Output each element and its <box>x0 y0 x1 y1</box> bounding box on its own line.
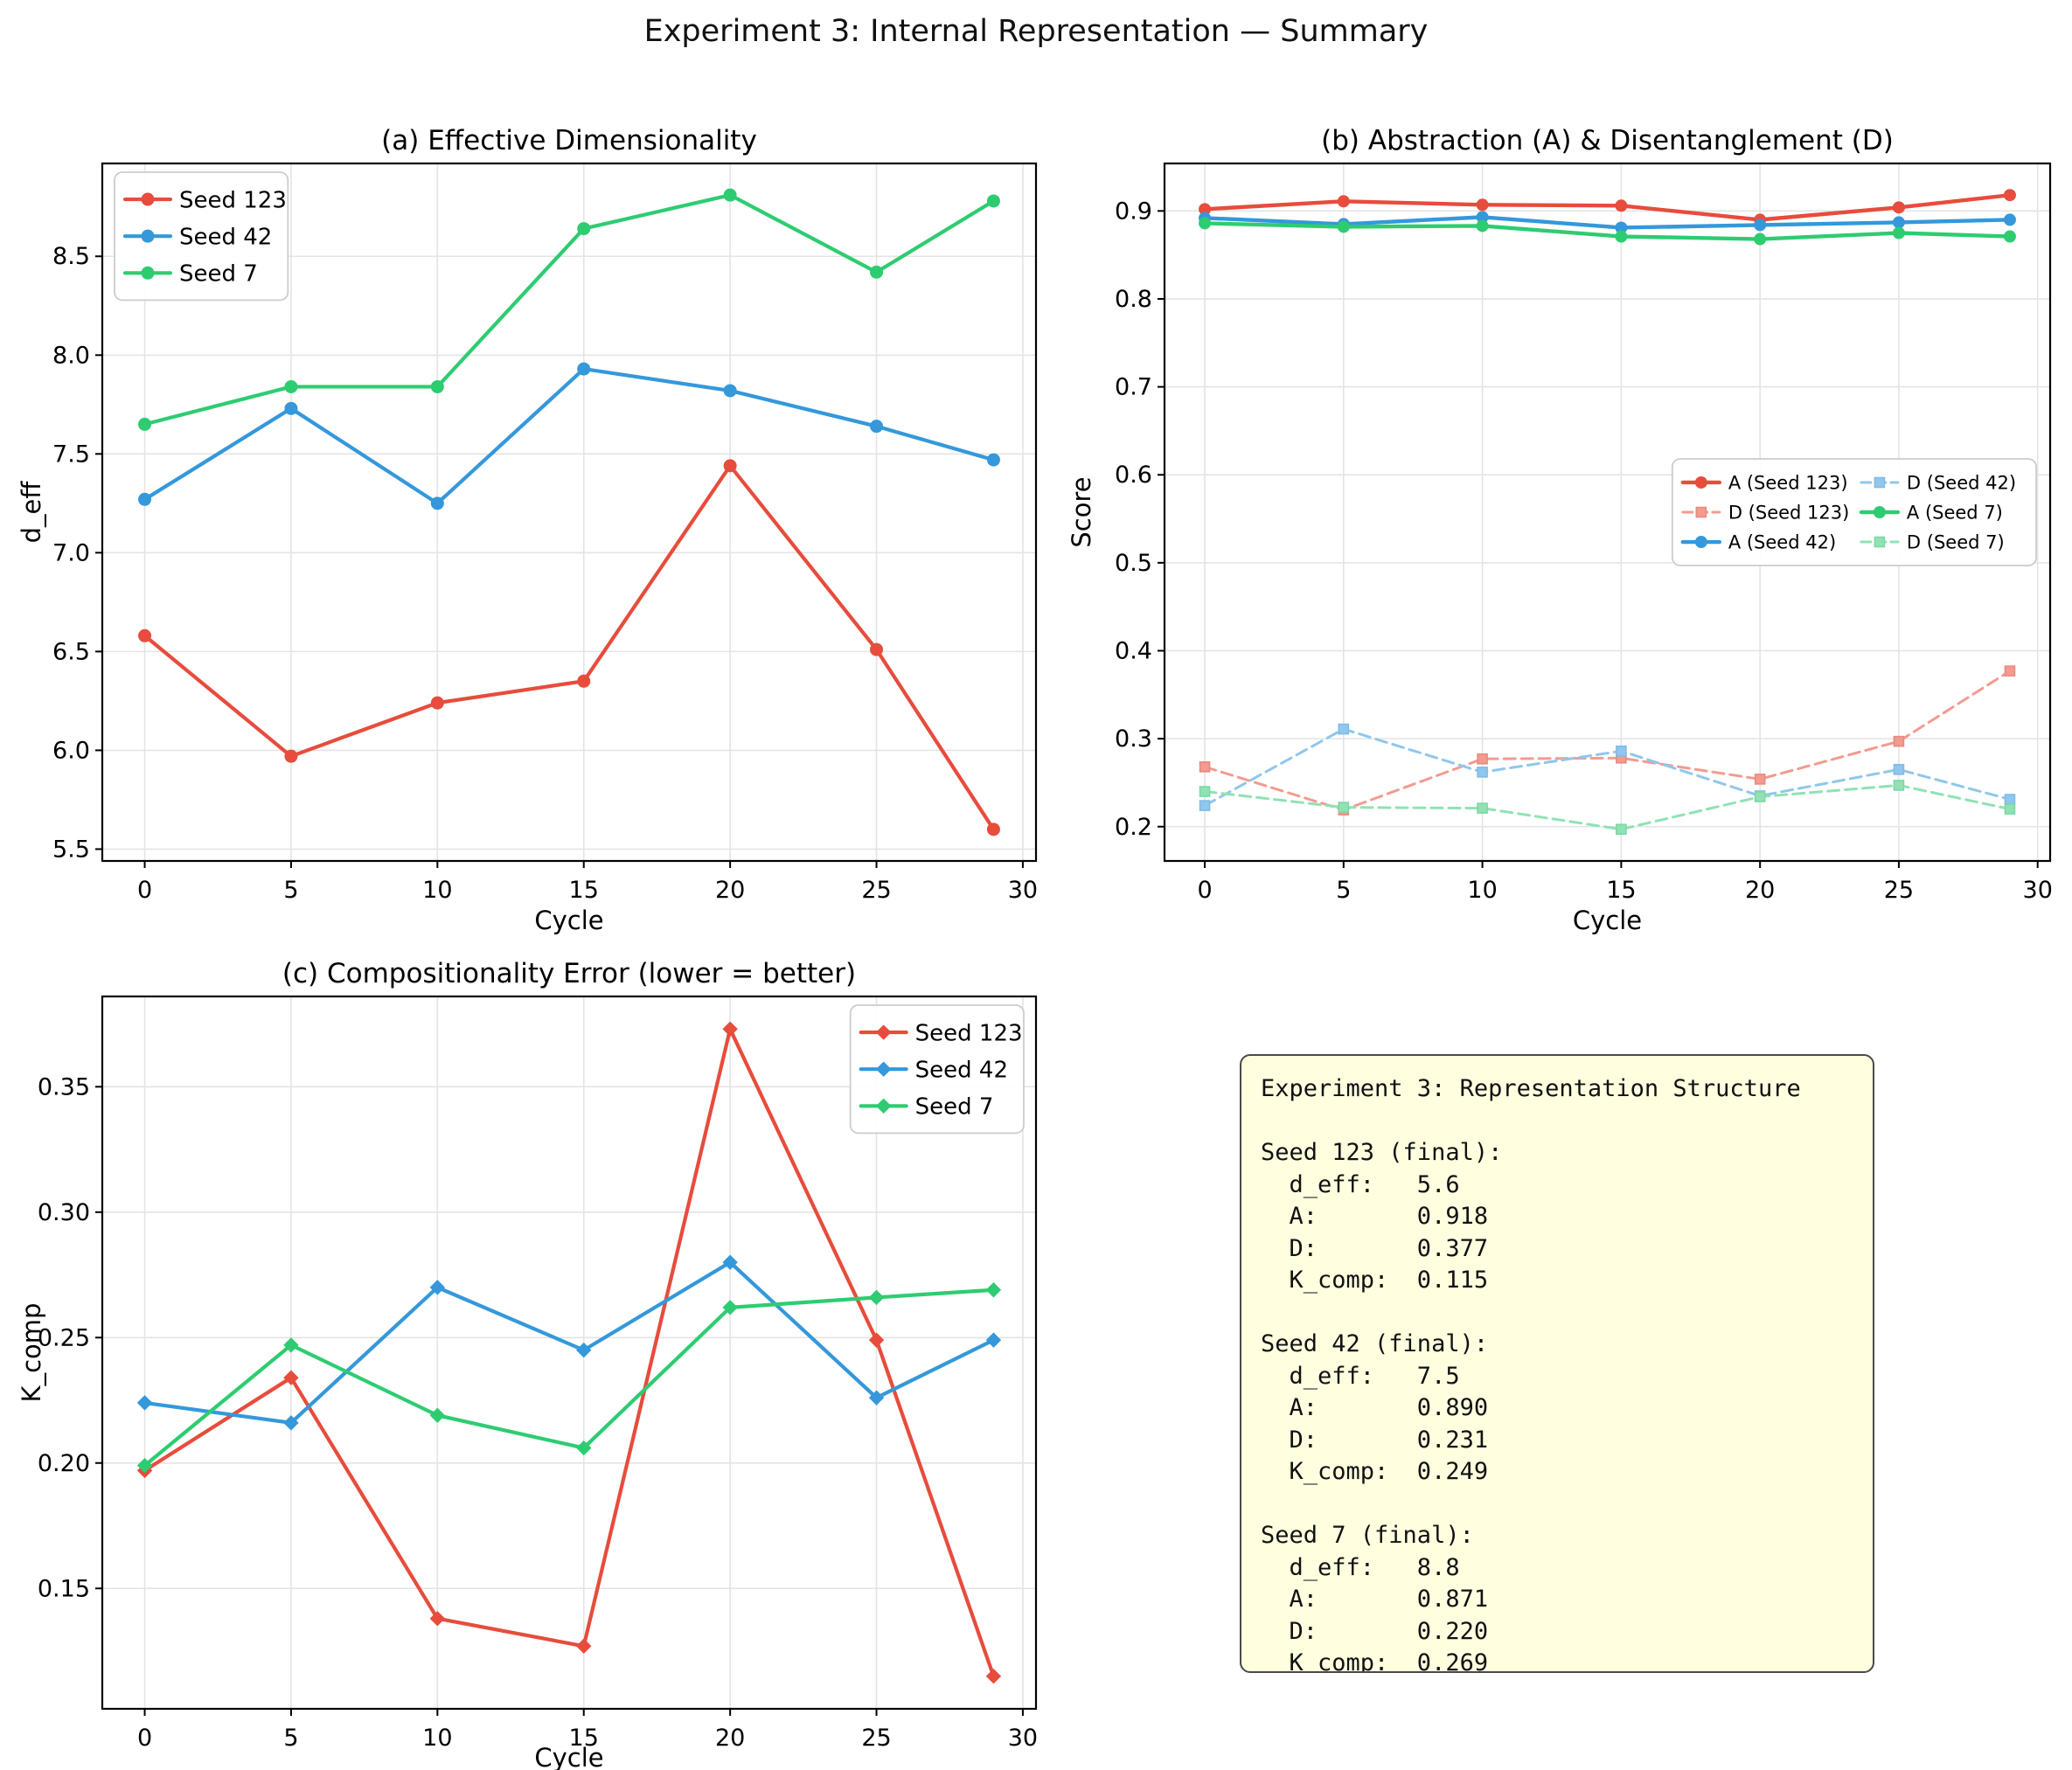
svg-text:D (Seed 42): D (Seed 42) <box>1907 473 2016 494</box>
svg-text:Seed 123: Seed 123 <box>179 187 287 213</box>
svg-text:25: 25 <box>1884 877 1914 904</box>
svg-text:6.5: 6.5 <box>52 638 90 665</box>
svg-text:25: 25 <box>861 1725 891 1752</box>
svg-text:0.6: 0.6 <box>1115 462 1152 489</box>
svg-text:Seed 42: Seed 42 <box>179 225 272 251</box>
svg-text:Score: Score <box>1067 476 1096 547</box>
svg-text:0.7: 0.7 <box>1115 374 1152 401</box>
svg-text:0.2: 0.2 <box>1115 814 1152 841</box>
svg-text:Cycle: Cycle <box>1573 906 1642 935</box>
svg-text:30: 30 <box>1008 877 1038 904</box>
figure-title: Experiment 3: Internal Representation — … <box>643 14 1429 49</box>
svg-text:0.8: 0.8 <box>1115 286 1152 313</box>
svg-text:0.35: 0.35 <box>38 1073 90 1100</box>
svg-text:Cycle: Cycle <box>534 1743 603 1770</box>
chart-abstraction-disentanglement: 0 5 10 15 20 25 30 0.2 0.3 0.4 0.5 0.6 0.7 0.8 0.9 (b) … <box>1067 125 2053 935</box>
svg-text:8.0: 8.0 <box>52 342 90 369</box>
svg-text:A (Seed 7): A (Seed 7) <box>1907 503 2003 524</box>
svg-text:5: 5 <box>1336 877 1351 904</box>
svg-text:0.30: 0.30 <box>38 1199 90 1226</box>
svg-text:25: 25 <box>861 877 891 904</box>
svg-text:0.9: 0.9 <box>1115 198 1152 225</box>
svg-text:15: 15 <box>569 877 599 904</box>
svg-text:A (Seed 42): A (Seed 42) <box>1728 532 1836 553</box>
svg-text:0.15: 0.15 <box>38 1575 90 1602</box>
svg-text:(a) Effective Dimensionality: (a) Effective Dimensionality <box>381 125 757 156</box>
svg-text:Seed 42: Seed 42 <box>915 1058 1008 1084</box>
svg-text:d_eff: d_eff <box>17 481 46 544</box>
svg-text:5: 5 <box>283 1725 298 1752</box>
svg-text:20: 20 <box>1745 877 1775 904</box>
svg-text:(b) Abstraction (A) & Disentan: (b) Abstraction (A) & Disentanglement (D… <box>1321 125 1894 156</box>
svg-text:Seed 7: Seed 7 <box>179 261 258 288</box>
svg-text:A (Seed 123): A (Seed 123) <box>1728 473 1848 494</box>
svg-text:0.20: 0.20 <box>38 1450 90 1477</box>
svg-text:10: 10 <box>1467 877 1497 904</box>
svg-text:5: 5 <box>283 877 298 904</box>
svg-text:D (Seed 7): D (Seed 7) <box>1907 532 2005 553</box>
svg-text:15: 15 <box>569 1725 599 1752</box>
svg-text:7.0: 7.0 <box>52 539 90 566</box>
svg-text:15: 15 <box>1606 877 1636 904</box>
svg-text:0.5: 0.5 <box>1115 550 1152 577</box>
svg-text:0: 0 <box>137 877 152 904</box>
svg-text:20: 20 <box>715 877 745 904</box>
svg-text:K_comp: K_comp <box>17 1303 46 1403</box>
svg-text:0.4: 0.4 <box>1115 637 1152 664</box>
svg-text:D (Seed 123): D (Seed 123) <box>1728 503 1850 524</box>
svg-text:0.3: 0.3 <box>1115 725 1152 753</box>
svg-text:10: 10 <box>422 1725 452 1752</box>
svg-text:5.5: 5.5 <box>52 836 90 863</box>
svg-text:0: 0 <box>1197 877 1212 904</box>
svg-text:30: 30 <box>1008 1725 1038 1752</box>
svg-text:Seed 7: Seed 7 <box>915 1094 994 1121</box>
svg-text:Cycle: Cycle <box>534 906 603 935</box>
svg-text:Seed 123: Seed 123 <box>915 1020 1023 1046</box>
svg-text:20: 20 <box>715 1725 745 1752</box>
svg-text:(c) Compositionality Error (lo: (c) Compositionality Error (lower = bett… <box>282 958 856 989</box>
chart-effective-dimensionality: 0 5 10 15 20 25 30 5.5 6.0 6.5 7.0 7.5 8.0 8.5 (a) Eff… <box>17 125 1038 935</box>
svg-text:0.25: 0.25 <box>38 1324 90 1351</box>
summary-box: Experiment 3: Representation Structure S… <box>1240 1054 1874 1673</box>
svg-text:0: 0 <box>137 1725 152 1752</box>
svg-text:6.0: 6.0 <box>52 737 90 764</box>
svg-text:30: 30 <box>2023 877 2053 904</box>
svg-text:8.5: 8.5 <box>52 243 90 270</box>
chart-compositionality-error: 0 5 10 15 20 25 30 0.15 0.20 0.25 0.30 0.35 (c) Comp… <box>17 958 1038 1770</box>
svg-text:7.5: 7.5 <box>52 441 90 468</box>
svg-text:10: 10 <box>422 877 452 904</box>
